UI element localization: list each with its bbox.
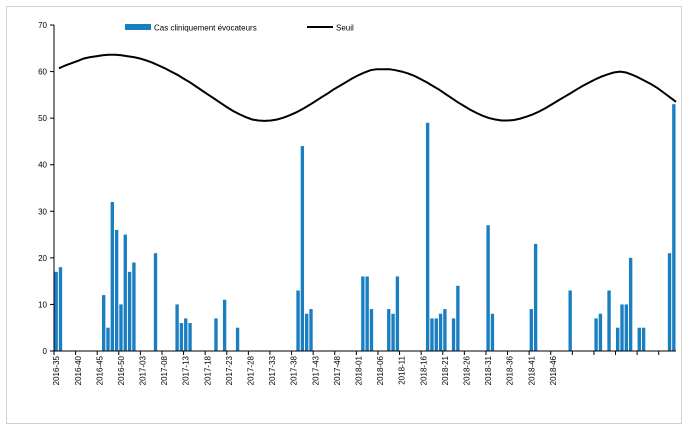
- bar: [58, 267, 63, 351]
- bar: [300, 146, 305, 351]
- bar: [114, 229, 119, 351]
- bar: [434, 318, 438, 351]
- bar: [132, 262, 136, 351]
- threshold-line: [58, 53, 677, 122]
- x-tick-label: 2018-16: [419, 355, 428, 385]
- x-tick-label: 2017-38: [290, 355, 299, 385]
- x-tick-label: 2018-06: [376, 355, 385, 385]
- bar: [486, 225, 490, 351]
- bar: [305, 313, 309, 351]
- bar: [425, 122, 430, 351]
- legend-label-bars: Cas cliniquement évocateurs: [154, 24, 257, 33]
- bar: [101, 295, 106, 351]
- x-tick-label: 2016-50: [117, 355, 126, 385]
- bar: [222, 299, 227, 351]
- x-tick-label: 2017-08: [160, 355, 169, 385]
- x-tick-label: 2017-48: [333, 355, 342, 385]
- bar: [594, 318, 598, 351]
- bar: [235, 327, 240, 351]
- bar: [456, 285, 460, 351]
- bar: [607, 290, 611, 351]
- bar: [620, 304, 624, 351]
- x-tick-label: 2017-33: [268, 355, 277, 385]
- chart-svg: Cas cliniquement évocateurs Seuil 0 10 20 3…: [38, 21, 677, 385]
- bar: [123, 234, 127, 351]
- bar: [672, 104, 676, 352]
- x-axis: 2016-35 2016-40 2016-45 2016-50 2017-03 2017-…: [52, 350, 676, 385]
- bar: [119, 304, 123, 351]
- x-tick-label: 2018-21: [441, 355, 450, 385]
- y-axis: 0 10 20 30 40 50 60 70: [38, 21, 55, 356]
- bar: [175, 304, 179, 351]
- bar: [106, 327, 110, 351]
- x-tick-label: 2017-43: [311, 355, 320, 385]
- bar: [616, 327, 620, 351]
- bar: [309, 309, 313, 351]
- x-tick-label: 2018-31: [484, 355, 493, 385]
- y-tick-label: 70: [38, 21, 47, 30]
- x-tick-label: 2017-13: [182, 355, 191, 385]
- bar: [430, 318, 434, 351]
- bar: [443, 309, 447, 351]
- y-tick-label: 60: [38, 68, 47, 77]
- y-tick-label: 40: [38, 161, 47, 170]
- y-tick-label: 0: [43, 347, 48, 356]
- chart-frame: Cas cliniquement évocateurs Seuil 0 10 20 3…: [6, 6, 682, 424]
- x-tick-label: 2016-40: [74, 355, 83, 385]
- bar: [568, 290, 572, 351]
- x-tick-label: 2018-01: [355, 355, 364, 385]
- bar: [667, 253, 672, 351]
- x-tick-label: 2016-45: [95, 355, 104, 385]
- x-tick-label: 2017-28: [247, 355, 256, 385]
- bar: [490, 313, 495, 351]
- bar: [296, 290, 300, 351]
- x-tick-label: 2017-03: [139, 355, 148, 385]
- x-tick-label: 2017-23: [225, 355, 234, 385]
- x-tick-label: 2018-11: [398, 355, 407, 384]
- bar: [533, 243, 538, 351]
- bar: [361, 276, 365, 351]
- x-tick-label: 2018-26: [463, 355, 472, 385]
- bar: [628, 257, 633, 351]
- bar: [529, 309, 533, 351]
- legend: Cas cliniquement évocateurs Seuil: [125, 24, 354, 33]
- legend-label-threshold: Seuil: [336, 24, 354, 33]
- y-tick-label: 50: [38, 114, 47, 123]
- bar: [637, 327, 641, 351]
- bar: [54, 271, 58, 351]
- bar: [127, 271, 132, 351]
- bar-series: [54, 104, 676, 352]
- bar: [395, 276, 400, 351]
- bar: [179, 323, 184, 351]
- bar: [188, 323, 192, 351]
- legend-swatch-bars: [125, 24, 151, 30]
- x-tick-label: 2016-35: [52, 355, 61, 385]
- x-tick-label: 2017-18: [203, 355, 212, 385]
- x-tick-label: 2018-46: [549, 355, 558, 385]
- y-tick-label: 20: [38, 254, 47, 263]
- bar: [214, 318, 218, 351]
- x-tick-label: 2018-36: [506, 355, 515, 385]
- bar: [624, 304, 629, 351]
- y-tick-label: 30: [38, 207, 47, 216]
- bar: [451, 318, 456, 351]
- bar: [365, 276, 369, 351]
- bar: [369, 309, 374, 351]
- bar: [387, 309, 391, 351]
- bar: [438, 313, 443, 351]
- bar: [110, 201, 114, 351]
- bar: [391, 313, 395, 351]
- y-tick-label: 10: [38, 300, 47, 309]
- bar: [153, 253, 158, 351]
- bar: [184, 318, 188, 351]
- bar: [598, 313, 603, 351]
- x-tick-label: 2018-41: [527, 355, 536, 385]
- bar: [641, 327, 646, 351]
